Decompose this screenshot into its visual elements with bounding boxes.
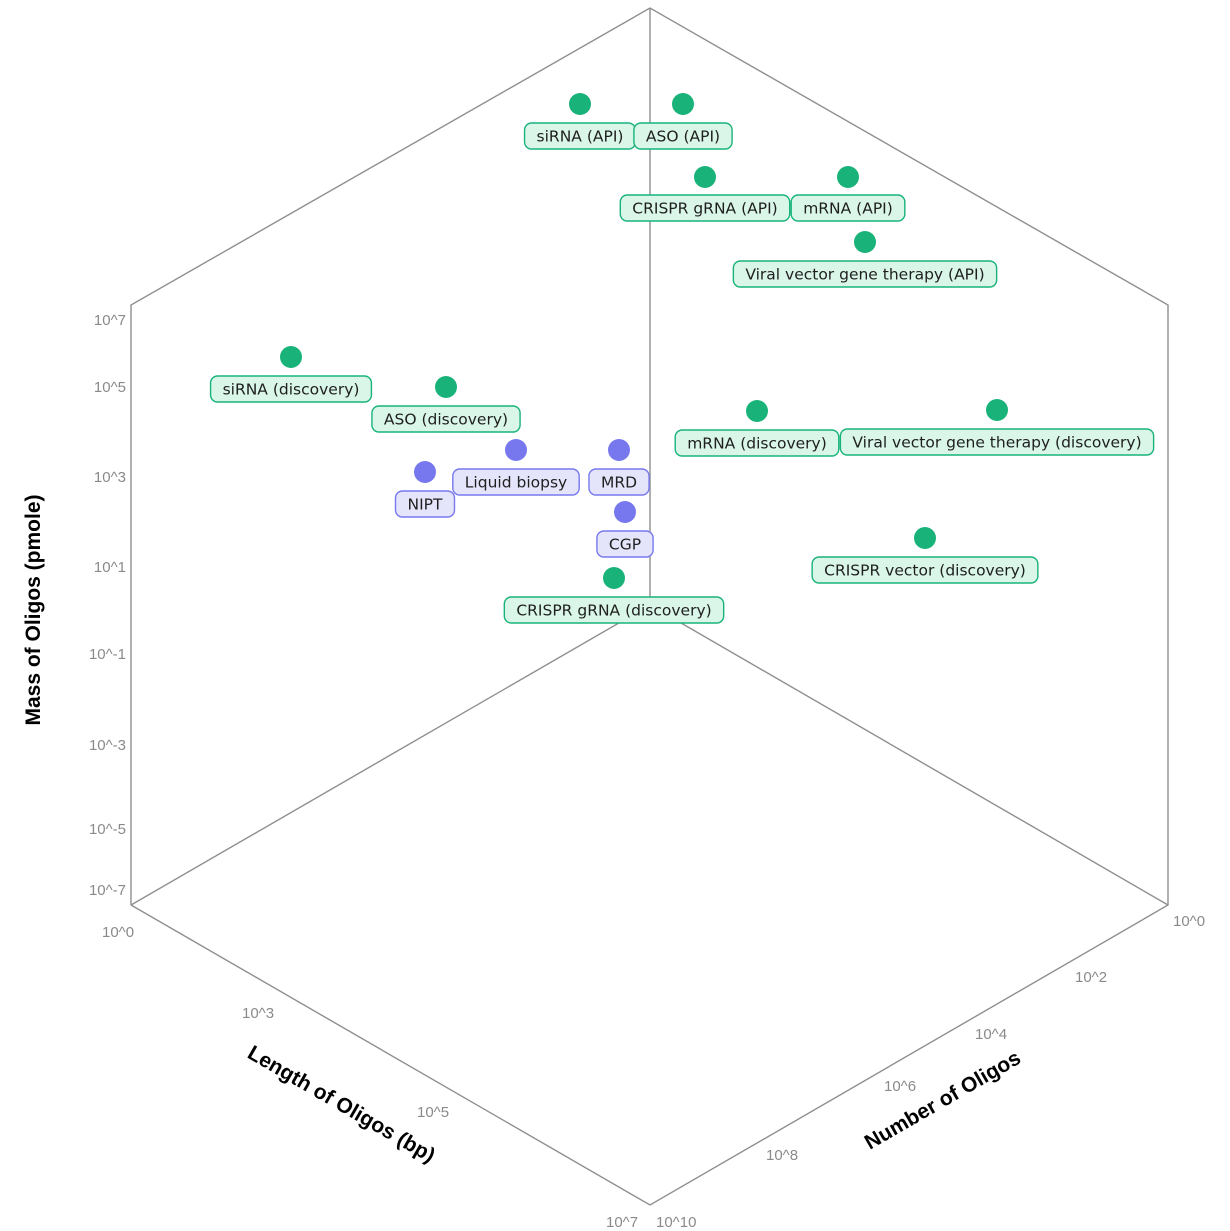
point-label: siRNA (discovery)	[223, 381, 360, 399]
number-axis: 10^0 10^2 10^4 10^6 10^8 10^10 Number of…	[656, 913, 1205, 1231]
data-point: mRNA (API)	[790, 166, 906, 222]
length-tick: 10^5	[417, 1104, 449, 1121]
point-label-box	[839, 428, 1155, 456]
point-marker	[505, 439, 527, 461]
mass-tick: 10^1	[94, 559, 126, 576]
mass-tick: 10^-5	[89, 821, 126, 838]
mass-tick: 10^5	[94, 379, 126, 396]
point-label: ASO (discovery)	[384, 411, 508, 429]
cube-frame	[130, 7, 1169, 1206]
point-marker	[854, 231, 876, 253]
data-point: siRNA (discovery)	[209, 346, 373, 403]
point-marker	[603, 567, 625, 589]
point-label: ASO (API)	[646, 128, 720, 146]
frame-outline	[130, 7, 1169, 1206]
data-point: CRISPR gRNA (API)	[619, 166, 791, 222]
length-tick: 10^3	[242, 1005, 274, 1022]
point-marker	[435, 376, 457, 398]
frame-inner-right	[649, 604, 1169, 906]
number-tick: 10^10	[656, 1214, 696, 1231]
data-point: mRNA (discovery)	[674, 400, 840, 457]
mass-axis-title: Mass of Oligos (pmole)	[22, 494, 45, 725]
data-point: CRISPR vector (discovery)	[811, 527, 1039, 584]
length-tick: 10^0	[102, 924, 134, 941]
data-point: NIPT	[394, 461, 456, 518]
point-label-box	[209, 375, 373, 403]
data-point: CRISPR gRNA (discovery)	[503, 567, 725, 624]
point-label-box	[503, 596, 725, 624]
point-marker	[614, 501, 636, 523]
point-label-box	[371, 405, 521, 433]
data-point: CGP	[596, 501, 654, 558]
point-label-box	[588, 468, 650, 496]
number-axis-title: Number of Oligos	[861, 1046, 1025, 1154]
data-point: Viral vector gene therapy (API)	[732, 231, 998, 288]
mass-axis: 10^7 10^5 10^3 10^1 10^-1 10^-3 10^-5 10…	[22, 312, 126, 899]
point-label: MRD	[601, 474, 637, 492]
frame-inner-left	[130, 604, 651, 906]
point-marker	[608, 439, 630, 461]
length-axis-title: Length of Oligos (bp)	[244, 1041, 439, 1167]
length-tick: 10^7	[606, 1214, 638, 1231]
point-label: NIPT	[408, 496, 444, 514]
point-marker	[672, 93, 694, 115]
point-label-box	[811, 556, 1039, 584]
data-point: MRD	[588, 439, 650, 496]
number-tick: 10^4	[975, 1026, 1007, 1043]
point-label: CRISPR gRNA (API)	[632, 200, 777, 218]
point-marker	[746, 400, 768, 422]
point-label: mRNA (discovery)	[687, 435, 827, 453]
point-label: CRISPR vector (discovery)	[824, 562, 1026, 580]
mass-tick: 10^-7	[89, 882, 126, 899]
point-label-box	[596, 530, 654, 558]
point-marker	[914, 527, 936, 549]
point-label: mRNA (API)	[803, 200, 893, 218]
data-point: ASO (API)	[633, 93, 733, 150]
point-label: Viral vector gene therapy (discovery)	[852, 434, 1141, 452]
point-label-box	[619, 194, 791, 222]
data-point: siRNA (API)	[523, 93, 637, 150]
point-label: Liquid biopsy	[465, 474, 567, 492]
point-label: CRISPR gRNA (discovery)	[516, 602, 711, 620]
point-marker	[569, 93, 591, 115]
length-axis: 10^0 10^3 10^5 10^7 Length of Oligos (bp…	[102, 924, 638, 1231]
data-points: siRNA (API) ASO (API) CRISPR gRNA (API) mRN…	[209, 93, 1155, 624]
mass-tick: 10^-3	[89, 737, 126, 754]
point-label: Viral vector gene therapy (API)	[745, 266, 984, 284]
number-tick: 10^0	[1173, 913, 1205, 930]
number-tick: 10^2	[1075, 969, 1107, 986]
point-marker	[837, 166, 859, 188]
data-point: Liquid biopsy	[452, 439, 580, 496]
point-marker	[280, 346, 302, 368]
point-label: siRNA (API)	[537, 128, 624, 146]
point-marker	[986, 399, 1008, 421]
point-marker	[694, 166, 716, 188]
point-label-box	[452, 468, 580, 496]
data-point: ASO (discovery)	[371, 376, 521, 433]
point-label: CGP	[609, 536, 641, 554]
number-tick: 10^6	[884, 1078, 916, 1095]
data-point: Viral vector gene therapy (discovery)	[839, 399, 1155, 456]
point-label-box	[394, 490, 456, 518]
number-tick: 10^8	[766, 1147, 798, 1164]
mass-tick: 10^7	[94, 312, 126, 329]
point-label-box	[633, 122, 733, 150]
mass-tick: 10^3	[94, 469, 126, 486]
point-label-box	[674, 429, 840, 457]
point-marker	[414, 461, 436, 483]
mass-tick: 10^-1	[89, 646, 126, 663]
point-label-box	[790, 194, 906, 222]
point-label-box	[732, 260, 998, 288]
